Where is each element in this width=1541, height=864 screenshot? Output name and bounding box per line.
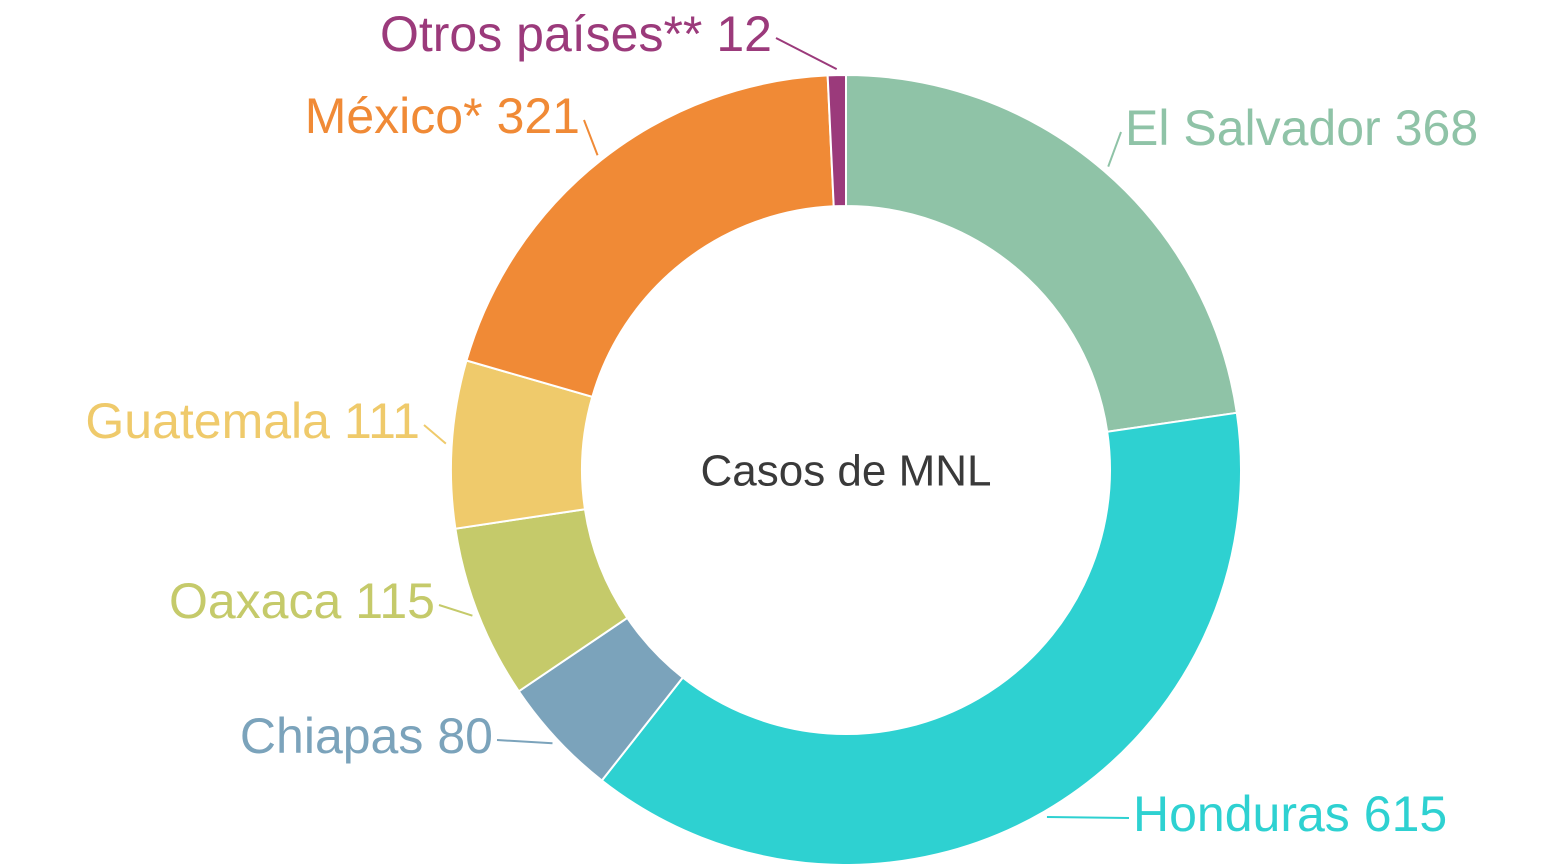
slice-label: Oaxaca 115 — [169, 573, 435, 629]
slice-name: Chiapas — [240, 708, 423, 764]
slice-value: 321 — [497, 88, 580, 144]
slice-label: El Salvador 368 — [1125, 100, 1478, 156]
donut-slice — [465, 74, 835, 399]
slice-value: 12 — [716, 6, 772, 62]
leader-line — [1046, 816, 1130, 819]
slice-label: México* 321 — [305, 88, 580, 144]
slice-name: El Salvador — [1125, 100, 1381, 156]
leader-line — [1107, 131, 1122, 167]
slice-label: Otros países** 12 — [380, 6, 772, 62]
slice-value: 80 — [437, 708, 493, 764]
slice-name: Oaxaca — [169, 573, 342, 629]
slice-name: Honduras — [1133, 786, 1350, 842]
slice-value: 115 — [355, 573, 435, 629]
slice-name: Otros países** — [380, 6, 702, 62]
slice-label: Guatemala 111 — [85, 393, 420, 449]
slice-label: Honduras 615 — [1133, 786, 1447, 842]
donut-slice — [845, 73, 1238, 433]
slice-label: Chiapas 80 — [240, 708, 493, 764]
slice-value: 615 — [1364, 786, 1447, 842]
leader-line — [438, 604, 473, 617]
slice-value: 368 — [1395, 100, 1478, 156]
leader-line — [583, 119, 599, 156]
slice-value: 111 — [344, 393, 420, 449]
slice-name: México* — [305, 88, 483, 144]
center-label: Casos de MNL — [700, 447, 991, 496]
donut-slice — [826, 73, 847, 208]
slice-name: Guatemala — [85, 393, 330, 449]
leader-line — [775, 37, 838, 70]
donut-slice — [600, 411, 1242, 864]
leader-line — [496, 739, 553, 745]
leader-line — [423, 424, 447, 445]
